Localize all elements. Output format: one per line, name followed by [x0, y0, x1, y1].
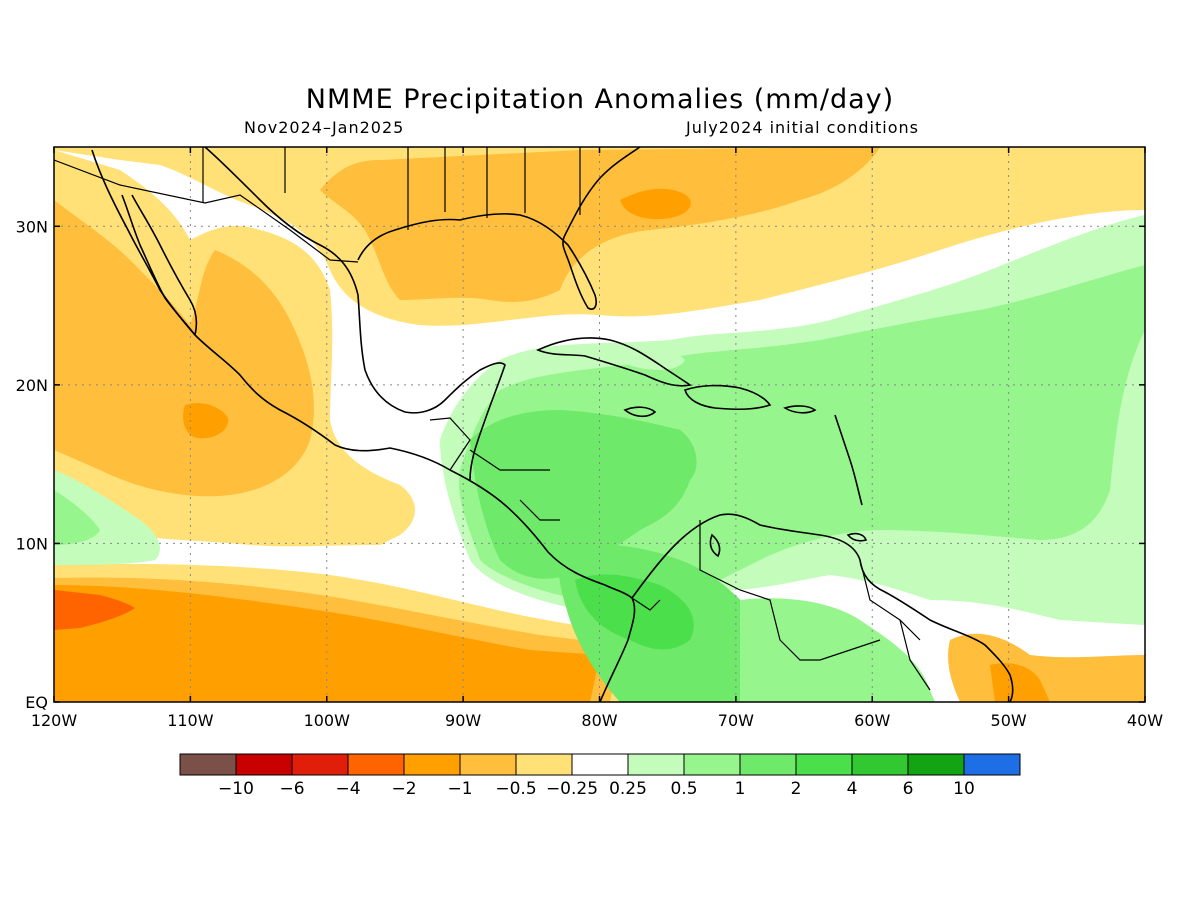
wet-central-america: [470, 410, 697, 579]
puerto-rico: [783, 405, 817, 414]
y-tick-label: 30N: [16, 217, 48, 236]
colorbar-swatch: [179, 753, 237, 776]
strong-dry-gulf-spot: [620, 188, 691, 220]
colorbar-swatch: [683, 753, 741, 776]
colorbar-swatch: [739, 753, 797, 776]
colorbar-swatch: [851, 753, 909, 776]
colorbar-swatch: [571, 753, 629, 776]
x-tick-label: 50W: [991, 711, 1027, 730]
south-america-north-coast: [631, 513, 1014, 702]
colorbar-label: 4: [847, 779, 858, 799]
us-gulf-coast: [357, 147, 641, 310]
south-america-borders: [631, 520, 931, 691]
gridlines: [54, 147, 1145, 702]
colorbar-label: 2: [791, 779, 802, 799]
colorbar-label: −2: [391, 779, 416, 799]
colorbar-swatch: [459, 753, 517, 776]
map-title: NMME Precipitation Anomalies (mm/day): [305, 84, 895, 115]
trinidad: [846, 532, 868, 542]
gulf-of-mexico-coast: [204, 147, 506, 481]
colorbar-label: −4: [335, 779, 360, 799]
colorbar-swatch: [403, 753, 461, 776]
wet-east-pacific-core: [54, 490, 100, 545]
wet-amazon: [740, 598, 935, 702]
y-tick-label: 20N: [16, 376, 48, 395]
colorbar-label: −0.5: [495, 779, 536, 799]
initial-conditions-subtitle: July2024 initial conditions: [686, 118, 919, 137]
x-tick-label: 70W: [718, 711, 754, 730]
x-tick-label: 110W: [167, 711, 214, 730]
x-axis: 120W 110W 100W 90W 80W 70W 60W 50W 40W: [31, 147, 1163, 730]
colorbar-swatch: [291, 753, 349, 776]
x-tick-label: 120W: [31, 711, 78, 730]
valid-period-subtitle: Nov2024–Jan2025: [244, 118, 405, 137]
y-axis: EQ 10N 20N 30N: [16, 217, 1145, 712]
anomaly-field: [54, 147, 1145, 702]
colorbar-label: 0.5: [670, 779, 697, 799]
very-strong-dry-east-pacific: [54, 590, 135, 630]
country-borders: [54, 147, 931, 691]
wet-anomaly-regions: [54, 215, 1145, 702]
lesser-antilles: [834, 414, 863, 506]
colorbar-swatch: [627, 753, 685, 776]
medium-dry-pacific: [54, 200, 314, 497]
colorbar-label: −1: [447, 779, 472, 799]
colorbar-swatch: [795, 753, 853, 776]
colorbar-legend: −10 −6 −4 −2 −1 −0.5 −0.25 0.25 0.5 1 2 4 6 10: [179, 753, 1021, 799]
baja-california: [121, 194, 198, 336]
cuba: [536, 337, 692, 387]
central-america-borders: [429, 417, 560, 521]
y-tick-label: 10N: [16, 534, 48, 553]
colorbar-swatch: [347, 753, 405, 776]
colorbar-label: 0.25: [609, 779, 647, 799]
colorbar-swatch: [515, 753, 573, 776]
colorbar-label: 6: [903, 779, 914, 799]
colorbar-swatch: [907, 753, 965, 776]
hispaniola: [684, 384, 772, 411]
lake-maracaibo: [709, 533, 721, 558]
x-tick-label: 40W: [1127, 711, 1163, 730]
wet-florida-spot: [615, 344, 685, 370]
colorbar-swatch: [963, 753, 1021, 776]
colorbar-label: 10: [953, 779, 975, 799]
strong-dry-south-america-east: [990, 663, 1050, 702]
x-tick-label: 60W: [854, 711, 890, 730]
coastlines: [91, 147, 1014, 702]
y-tick-label: EQ: [25, 693, 48, 712]
jamaica: [623, 406, 657, 418]
colorbar-swatch: [235, 753, 293, 776]
colorbar-label: −0.25: [546, 779, 598, 799]
colorbar-label: −6: [279, 779, 304, 799]
colorbar-label: 1: [735, 779, 746, 799]
x-tick-label: 90W: [445, 711, 481, 730]
us-state-lines: [202, 147, 581, 230]
x-tick-label: 100W: [304, 711, 351, 730]
strong-dry-mexico-spot: [183, 403, 229, 439]
x-tick-label: 80W: [581, 711, 617, 730]
us-mexico-border: [54, 159, 359, 263]
colorbar-label: −10: [218, 779, 254, 799]
